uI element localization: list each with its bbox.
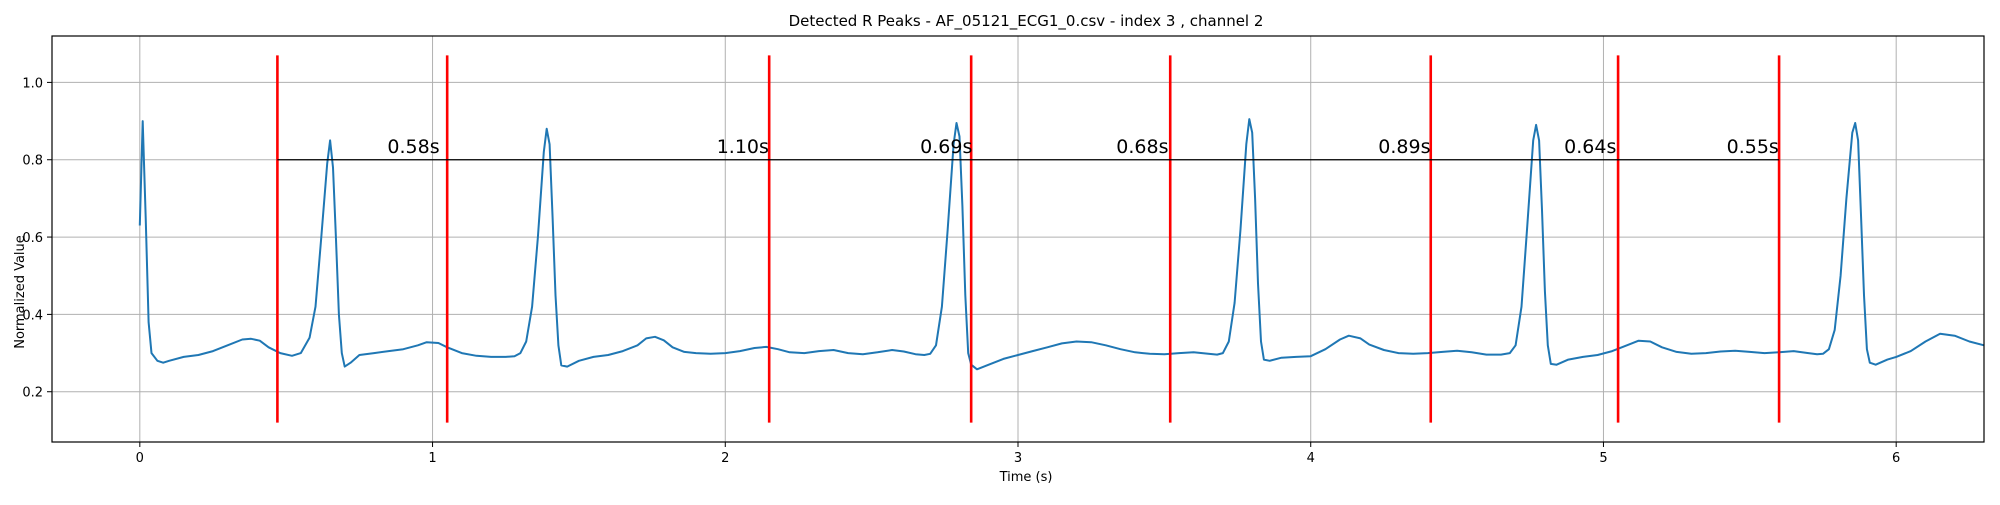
rr-interval-label: 0.55s [1727,136,1779,158]
peaks-layer [276,55,1781,423]
y-axis-label: Normalized Value [13,235,28,349]
x-tick-label: 0 [136,451,144,466]
x-tick-label: 6 [1892,451,1900,466]
chart-title: Detected R Peaks - AF_05121_ECG1_0.csv -… [789,12,1264,31]
signal-layer [138,118,1985,371]
y-tick-label: 1.0 [22,76,43,91]
rr-interval-label: 0.69s [920,136,972,158]
x-tick-label: 1 [428,451,436,466]
grid [52,36,1984,442]
x-tick-label: 3 [1014,451,1022,466]
rr-interval-label: 1.10s [717,136,769,158]
ecg-signal-line [138,118,1985,371]
x-tick-label: 4 [1307,451,1315,466]
y-tick-label: 0.8 [22,154,43,169]
x-axis-label: Time (s) [999,470,1053,485]
y-tick-label: 0.4 [22,308,43,323]
ticks-layer: 0 1 2 3 4 5 6 0.2 0.4 0.6 0.8 1.0 [22,76,1900,466]
intervals-layer: 0.58s 1.10s 0.69s 0.68s 0.89s 0.64s 0.55s [277,136,1780,161]
rr-interval-label: 0.64s [1564,136,1616,158]
rr-interval-label: 0.89s [1378,136,1430,158]
x-tick-label: 2 [721,451,729,466]
y-tick-label: 0.6 [22,231,43,246]
y-tick-label: 0.2 [22,386,43,401]
rr-interval-label: 0.58s [387,136,439,158]
x-tick-label: 5 [1599,451,1607,466]
rr-interval-label: 0.68s [1116,136,1168,158]
